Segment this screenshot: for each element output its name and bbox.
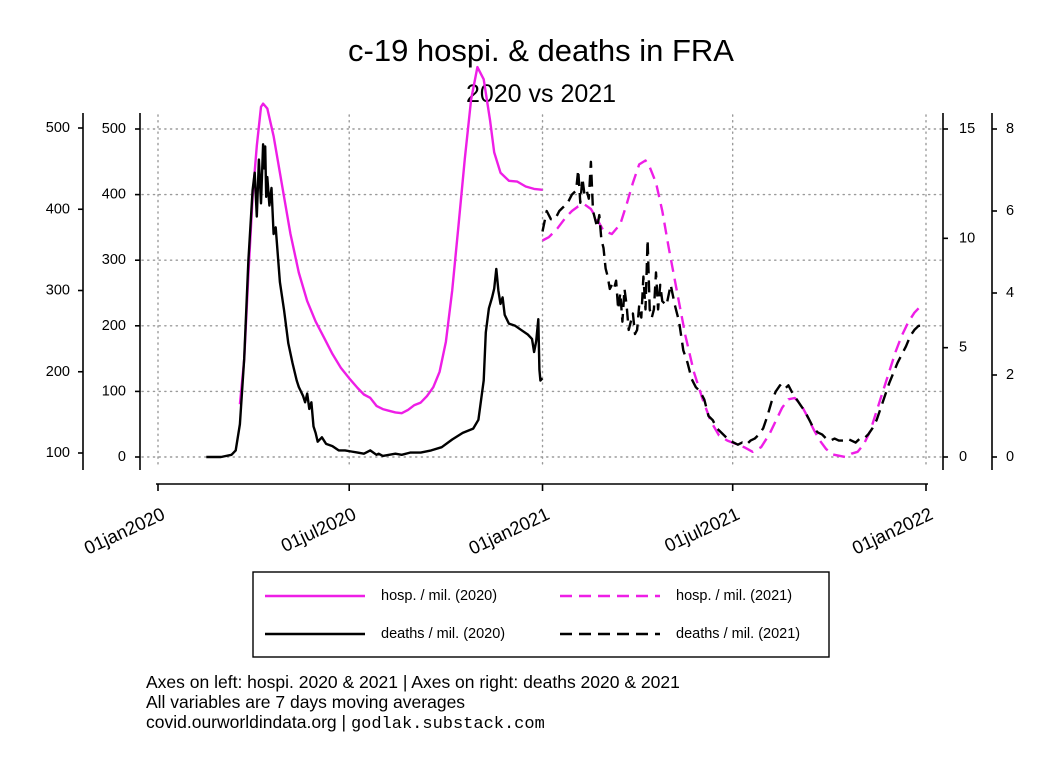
site-text: godlak.substack.com (350, 715, 545, 734)
legend-label-2: hosp. / mil. (2021) (676, 588, 792, 604)
y-tick-label-hosp-2020: 300 (46, 283, 70, 299)
y-tick-label-deaths-2020: 10 (959, 230, 975, 246)
y-tick-label-deaths-2020: 0 (959, 449, 967, 465)
legend-box (252, 571, 830, 658)
x-tick-label: 01jan2020 (81, 503, 168, 559)
legend-label-3: deaths / mil. (2020) (381, 626, 505, 642)
y-tick-label-deaths-2020: 5 (959, 340, 967, 356)
footnotes: Axes on left: hospi. 2020 & 2021 | Axes … (146, 672, 680, 735)
y-tick-label-hosp-2020: 500 (46, 120, 70, 136)
x-tick-label: 01jul2021 (661, 503, 743, 556)
series-line-2 (206, 143, 544, 459)
moving-average-note: All variables are 7 days moving averages (146, 692, 466, 712)
source-line: covid.ourworldindata.org | godlak.substa… (146, 712, 680, 735)
x-tick-label: 01jan2021 (465, 503, 552, 559)
source-text: covid.ourworldindata.org | (146, 712, 347, 732)
y-tick-label-hosp-2020: 400 (46, 201, 70, 217)
y-tick-label-hosp-2020: 100 (46, 445, 70, 461)
chart-subtitle: 2020 vs 2021 (466, 80, 616, 108)
series-lines (206, 65, 923, 459)
y-tick-label-deaths-2021: 2 (1006, 367, 1014, 383)
y-tick-label-hosp-2021: 500 (102, 121, 126, 137)
x-tick-label: 01jan2022 (849, 503, 936, 559)
y-tick-label-hosp-2021: 200 (102, 318, 126, 334)
y-tick-label-deaths-2021: 0 (1006, 449, 1014, 465)
grid-lines (141, 114, 942, 469)
y-tick-label-hosp-2021: 300 (102, 252, 126, 268)
y-tick-label-deaths-2021: 8 (1006, 121, 1014, 137)
y-tick-label-deaths-2021: 4 (1006, 285, 1014, 301)
legend-label-1: hosp. / mil. (2020) (381, 588, 497, 604)
y-tick-label-hosp-2021: 400 (102, 187, 126, 203)
legend-label-4: deaths / mil. (2021) (676, 626, 800, 642)
x-tick-label: 01jul2020 (278, 503, 360, 556)
y-tick-label-hosp-2020: 200 (46, 364, 70, 380)
y-tick-label-hosp-2021: 100 (102, 383, 126, 399)
chart-title: c-19 hospi. & deaths in FRA (348, 33, 734, 68)
axes-note: Axes on left: hospi. 2020 & 2021 | Axes … (146, 672, 680, 692)
y-tick-label-deaths-2021: 6 (1006, 203, 1014, 219)
legend: hosp. / mil. (2020) hosp. / mil. (2021) de… (252, 571, 830, 658)
y-tick-label-deaths-2020: 15 (959, 121, 975, 137)
series-line-1 (238, 65, 543, 415)
series-line-3 (541, 159, 922, 459)
y-tick-label-hosp-2021: 0 (118, 449, 126, 465)
